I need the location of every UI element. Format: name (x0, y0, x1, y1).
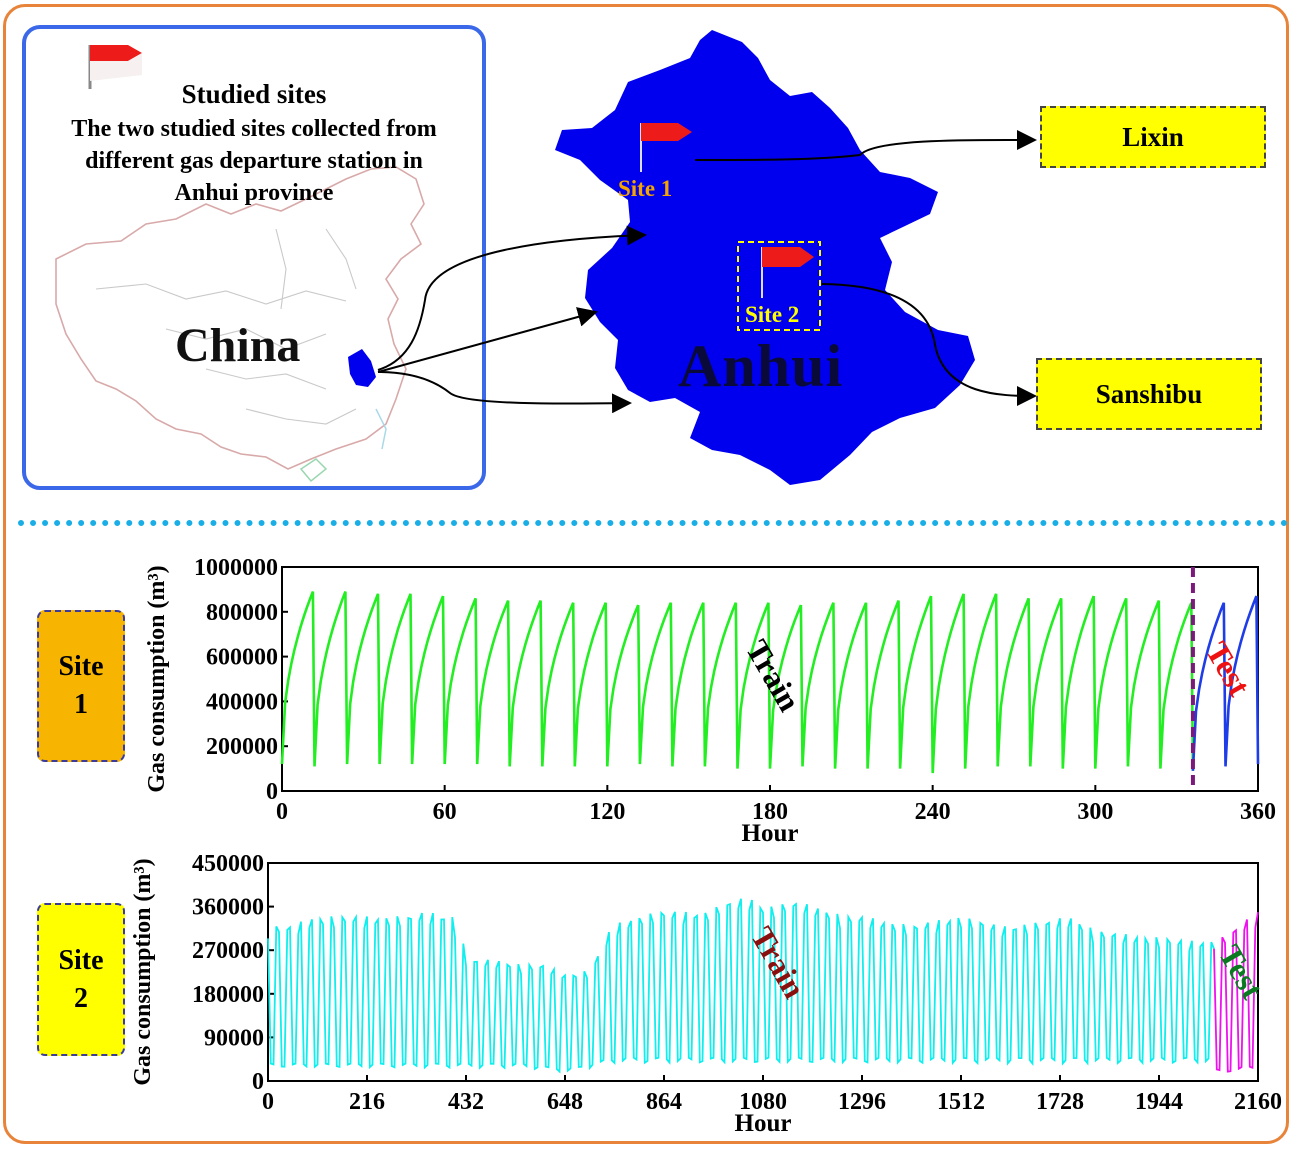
c2-x-tick-label: 432 (448, 1089, 484, 1115)
c1-y-tick-label: 0 (266, 779, 278, 805)
c1-train-annotation: Train (739, 634, 808, 718)
flag-icon (88, 45, 142, 89)
site2-highlight-box (737, 241, 821, 331)
site1-side-line2: 1 (73, 689, 88, 720)
c2-x-tick-label: 2160 (1234, 1089, 1282, 1115)
arrow-site1-to-lixin (694, 129, 1037, 161)
c1-y-tick-label: 800000 (206, 600, 278, 626)
c2-x-tick-label: 864 (646, 1089, 682, 1115)
arrow-site2-to-sanshibu (821, 283, 1037, 406)
outer-frame (3, 4, 1289, 1144)
c1-series-train (280, 591, 1195, 774)
c2-x-tick-label: 1512 (937, 1089, 985, 1115)
lixin-callout: Lixin (1040, 106, 1266, 168)
c2-x-tick-label: 1296 (838, 1089, 886, 1115)
c1-y-tick-label: 400000 (206, 689, 278, 715)
site2-side-label: Site 2 (37, 903, 125, 1056)
c2-series-test (1213, 912, 1259, 1073)
site1-side-label: Site 1 (37, 610, 125, 762)
anhui-label: Anhui (678, 333, 844, 399)
c2-x-tick-label: 0 (262, 1089, 274, 1115)
site2-flag-icon (761, 247, 814, 298)
sanshibu-callout: Sanshibu (1036, 358, 1262, 430)
c2-y-axis-label: Gas consumption (m³) (130, 858, 156, 1085)
c2-x-tick-label: 216 (349, 1089, 385, 1115)
site2-chart: 0 216 432 648 864 1080 1296 1512 1728 1944 2160 0 90… (130, 851, 1282, 1137)
c1-x-tick-label: 360 (1240, 799, 1276, 825)
c2-x-tick-label: 1728 (1036, 1089, 1084, 1115)
site2-map-label: Site 2 (745, 302, 800, 327)
c1-y-axis-label: Gas consumption (m³) (144, 565, 170, 792)
c2-y-tick-label: 450000 (192, 851, 264, 877)
china-outline (55, 166, 425, 470)
site1-flag-icon (640, 123, 692, 172)
site1-map-label: Site 1 (618, 176, 673, 201)
legend-description: The two studied sites collected from dif… (26, 113, 482, 209)
anhui-map (377, 30, 1037, 485)
legend-desc-line-1: The two studied sites collected from (71, 116, 437, 142)
c2-y-tick-label: 180000 (192, 982, 264, 1008)
site1-side-line1: Site (58, 651, 104, 682)
site2-side-line1: Site (58, 944, 104, 976)
arrow-china-to-anhui-1 (377, 225, 647, 371)
c1-x-tick-label: 60 (433, 799, 457, 825)
legend-desc-line-3: Anhui province (174, 180, 334, 206)
site2-side-line2: 2 (73, 982, 88, 1014)
c1-x-axis-label: Hour (742, 820, 799, 845)
section-separator (18, 520, 1288, 526)
c2-y-tick-label: 0 (252, 1069, 264, 1095)
c1-series-test (1191, 595, 1260, 771)
c1-y-tick-label: 1000000 (194, 555, 278, 581)
c1-x-tick-label: 120 (589, 799, 625, 825)
legend-title: Studied sites (181, 79, 327, 109)
c2-x-tick-label: 648 (547, 1089, 583, 1115)
c2-y-tick-label: 360000 (192, 895, 264, 921)
c1-y-tick-label: 600000 (206, 645, 278, 671)
legend-panel: Studied sites The two studied sites coll… (22, 25, 486, 490)
anhui-small (348, 349, 376, 387)
china-label: China (175, 319, 301, 372)
c2-y-tick-label: 90000 (204, 1025, 264, 1051)
c1-x-tick-label: 180 (752, 799, 788, 825)
arrow-china-to-anhui-3 (377, 371, 632, 414)
c1-x-tick-label: 0 (276, 799, 288, 825)
c1-x-tick-label: 300 (1077, 799, 1113, 825)
c1-x-tick-label: 240 (915, 799, 951, 825)
c2-x-tick-label: 1080 (739, 1089, 787, 1115)
site1-chart: 0 60 120 180 240 300 360 0 200000 400000 600000 800… (144, 555, 1276, 845)
legend-desc-line-2: different gas departure station in (85, 148, 423, 174)
c2-y-tick-label: 270000 (192, 938, 264, 964)
arrow-china-to-anhui-2 (377, 307, 598, 373)
c2-series-train (267, 898, 1215, 1074)
china-map (55, 45, 425, 483)
c2-x-tick-label: 1944 (1135, 1089, 1183, 1115)
c2-x-axis-label: Hour (735, 1110, 792, 1137)
c1-y-tick-label: 200000 (206, 734, 278, 760)
